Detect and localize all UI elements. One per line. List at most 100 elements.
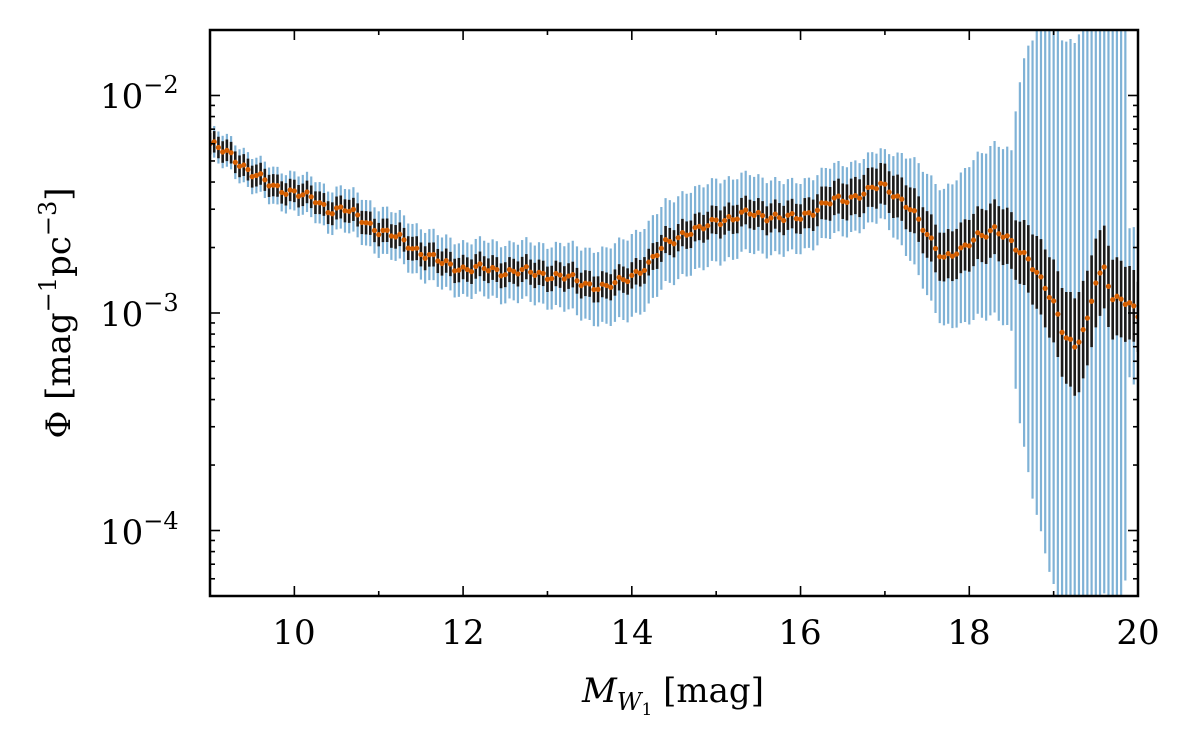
x-tick-label: 20 [1116,613,1159,653]
data-point [835,193,842,199]
data-point [899,196,905,202]
data-point [878,180,884,186]
data-point [355,212,361,218]
data-point [1114,293,1120,299]
data-point [435,258,441,264]
data-point [633,268,639,274]
data-point [426,252,432,258]
data-point [1038,274,1044,280]
data-point [557,272,563,278]
data-point [587,281,593,287]
data-point [671,241,677,247]
data-point [527,269,534,275]
data-point [717,221,724,228]
x-tick-label: 14 [610,613,653,653]
data-point [734,216,740,222]
data-point [983,234,989,240]
data-point [270,182,276,188]
data-point [730,217,736,223]
data-point [540,270,546,276]
data-point [228,150,234,156]
data-point [759,213,766,219]
data-point [1076,339,1082,345]
data-point [359,219,365,226]
data-point [371,227,378,234]
data-point [1105,283,1112,289]
data-point [700,226,707,232]
data-point [692,224,698,231]
data-point [970,237,977,243]
data-point [1059,329,1065,335]
data-point [785,212,791,218]
data-point [1021,249,1027,256]
data-point [312,200,319,206]
data-point [266,183,272,189]
data-point [979,232,985,239]
data-point [958,245,964,251]
data-point [253,172,259,179]
data-point [1072,344,1078,350]
data-point [468,269,475,275]
data-point [295,193,302,199]
data-point [819,200,825,206]
data-point [549,275,555,282]
data-point [675,235,681,241]
data-point [490,264,496,271]
data-point [591,286,597,293]
data-point [797,216,804,222]
data-point [903,204,909,210]
data-point [481,265,487,272]
data-point [498,273,504,279]
data-point [430,251,437,258]
data-point [848,194,854,200]
data-point [536,269,542,275]
data-point [882,181,888,187]
data-point [966,243,972,249]
data-point [224,147,230,153]
data-point [414,245,420,251]
data-point [1110,297,1116,303]
data-point [422,255,428,261]
x-axis-label: MW1 [mag] [581,671,764,720]
data-point [945,251,951,257]
data-point [937,254,943,260]
data-point [241,162,247,168]
data-point [928,235,934,241]
data-point [949,253,956,259]
data-points [210,139,1138,350]
data-point [911,208,918,214]
data-point [1013,247,1019,253]
data-point [629,272,635,278]
data-point [570,271,576,278]
data-point [321,201,327,208]
data-point [608,284,614,290]
data-point [920,227,926,233]
outer-error-bars [210,30,1138,596]
data-point [249,174,255,180]
data-point [519,266,525,273]
data-point [975,230,981,236]
data-point [844,199,850,205]
data-point [625,278,631,285]
data-point [962,242,968,248]
data-point [447,261,454,267]
data-point [582,280,589,286]
data-point [511,268,517,274]
data-point [376,232,382,238]
data-point [827,201,833,207]
data-point [397,231,403,237]
data-point [806,210,812,216]
data-point [565,273,572,279]
data-point [751,212,757,219]
data-point [1051,298,1057,304]
data-point [662,236,669,243]
data-point [279,189,285,196]
data-point [1008,237,1015,244]
data-point [283,191,289,197]
data-point [578,283,584,289]
data-point [308,194,314,200]
data-point [304,189,310,195]
data-point [325,210,331,216]
data-point [620,277,626,283]
data-point [764,218,770,224]
